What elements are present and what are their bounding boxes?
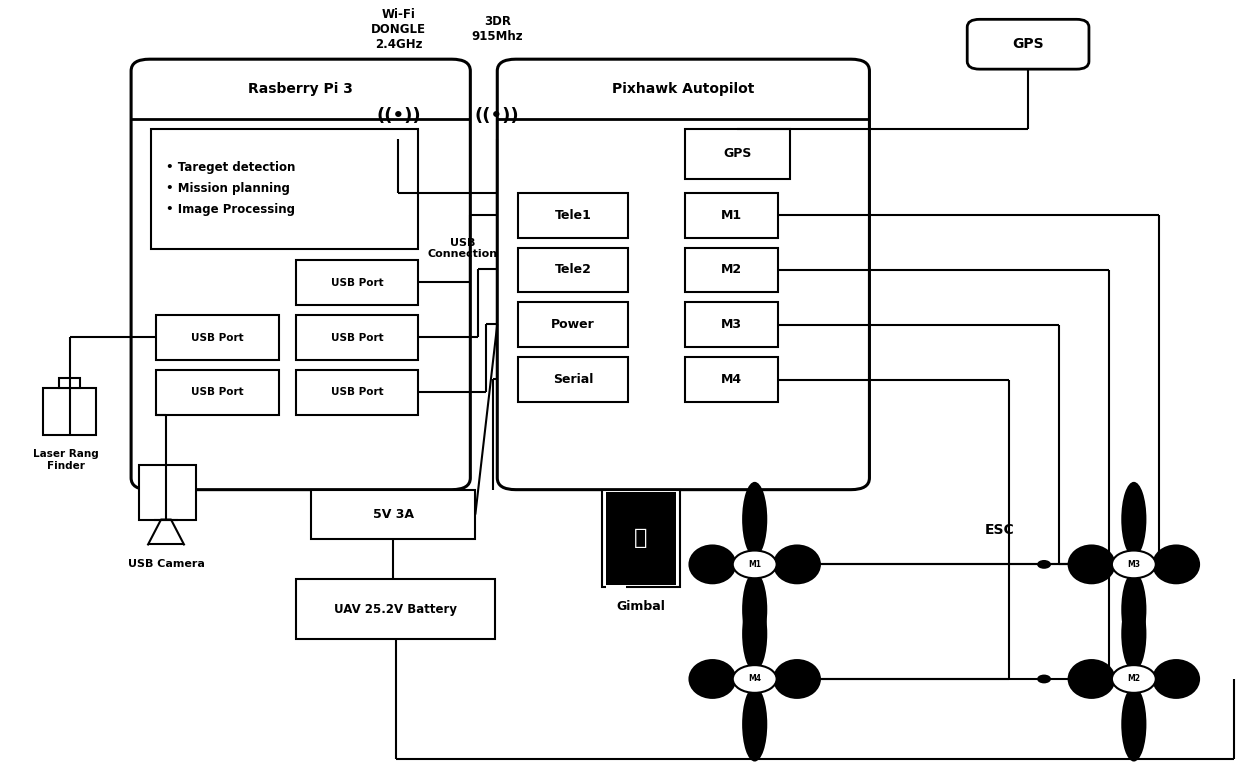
Text: GPS: GPS <box>1012 37 1044 51</box>
Ellipse shape <box>1121 482 1147 557</box>
Text: M2: M2 <box>720 263 742 277</box>
Ellipse shape <box>688 544 737 584</box>
Text: ((•)): ((•)) <box>376 107 420 125</box>
Text: Laser Rang
Finder: Laser Rang Finder <box>33 449 99 470</box>
Text: Rasberry Pi 3: Rasberry Pi 3 <box>248 82 353 96</box>
Text: Tele2: Tele2 <box>554 263 591 277</box>
Ellipse shape <box>742 572 768 647</box>
Bar <box>295 370 418 415</box>
Ellipse shape <box>1068 659 1116 699</box>
Circle shape <box>733 550 776 579</box>
Ellipse shape <box>773 659 821 699</box>
Bar <box>139 465 196 520</box>
Circle shape <box>1112 550 1156 579</box>
Bar <box>684 248 777 292</box>
Circle shape <box>1037 560 1052 569</box>
Text: M1: M1 <box>720 209 742 222</box>
Bar <box>684 193 777 238</box>
Text: USB Camera: USB Camera <box>128 560 205 569</box>
Text: Power: Power <box>552 318 595 331</box>
Bar <box>60 378 81 388</box>
Text: Tele1: Tele1 <box>554 209 591 222</box>
Text: 🎥: 🎥 <box>635 528 647 549</box>
Text: Gimbal: Gimbal <box>616 601 666 613</box>
Bar <box>156 370 279 415</box>
Bar <box>606 492 676 585</box>
Bar <box>295 260 418 305</box>
Ellipse shape <box>1152 659 1200 699</box>
Text: ((•)): ((•)) <box>475 107 520 125</box>
Text: M3: M3 <box>720 318 742 331</box>
Text: GPS: GPS <box>723 147 751 161</box>
FancyBboxPatch shape <box>497 59 869 490</box>
Bar <box>518 303 627 347</box>
Text: M4: M4 <box>720 373 742 386</box>
Text: • Tareget detection
• Mission planning
• Image Processing: • Tareget detection • Mission planning •… <box>166 162 295 216</box>
Ellipse shape <box>742 597 768 671</box>
Text: M1: M1 <box>748 560 761 569</box>
Text: UAV 25.2V Battery: UAV 25.2V Battery <box>334 603 458 615</box>
Bar <box>518 248 627 292</box>
Ellipse shape <box>1068 544 1116 584</box>
Bar <box>156 315 279 360</box>
Circle shape <box>733 665 776 693</box>
Bar <box>311 490 475 539</box>
Bar <box>151 129 418 249</box>
Bar <box>518 193 627 238</box>
Text: 3DR
915Mhz: 3DR 915Mhz <box>471 16 523 43</box>
Bar <box>606 585 626 635</box>
Ellipse shape <box>688 659 737 699</box>
Text: M3: M3 <box>1127 560 1141 569</box>
Text: M4: M4 <box>748 674 761 684</box>
FancyBboxPatch shape <box>967 20 1089 69</box>
Text: USB
Connection: USB Connection <box>428 238 497 260</box>
Bar <box>518 358 627 402</box>
Circle shape <box>1037 674 1052 684</box>
Ellipse shape <box>742 482 768 557</box>
Ellipse shape <box>773 544 821 584</box>
Bar <box>684 358 777 402</box>
Bar <box>295 579 495 639</box>
Bar <box>295 315 418 360</box>
Bar <box>684 303 777 347</box>
Bar <box>684 129 790 179</box>
Text: ESC: ESC <box>985 522 1014 536</box>
Text: USB Port: USB Port <box>191 332 244 343</box>
Text: USB Port: USB Port <box>331 332 383 343</box>
Text: USB Port: USB Port <box>331 387 383 397</box>
Text: Pixhawk Autopilot: Pixhawk Autopilot <box>613 82 755 96</box>
Text: 5V 3A: 5V 3A <box>372 508 413 521</box>
Ellipse shape <box>1121 687 1147 761</box>
Ellipse shape <box>742 687 768 761</box>
Ellipse shape <box>1121 572 1147 647</box>
FancyBboxPatch shape <box>131 59 470 490</box>
Ellipse shape <box>1121 597 1147 671</box>
Text: M2: M2 <box>1127 674 1141 684</box>
Circle shape <box>1112 665 1156 693</box>
Bar <box>603 490 680 587</box>
Text: USB Port: USB Port <box>331 278 383 288</box>
Ellipse shape <box>1152 544 1200 584</box>
Text: USB Port: USB Port <box>191 387 244 397</box>
Text: Serial: Serial <box>553 373 593 386</box>
Text: Wi-Fi
DONGLE
2.4GHz: Wi-Fi DONGLE 2.4GHz <box>371 8 427 51</box>
Bar <box>43 388 97 435</box>
